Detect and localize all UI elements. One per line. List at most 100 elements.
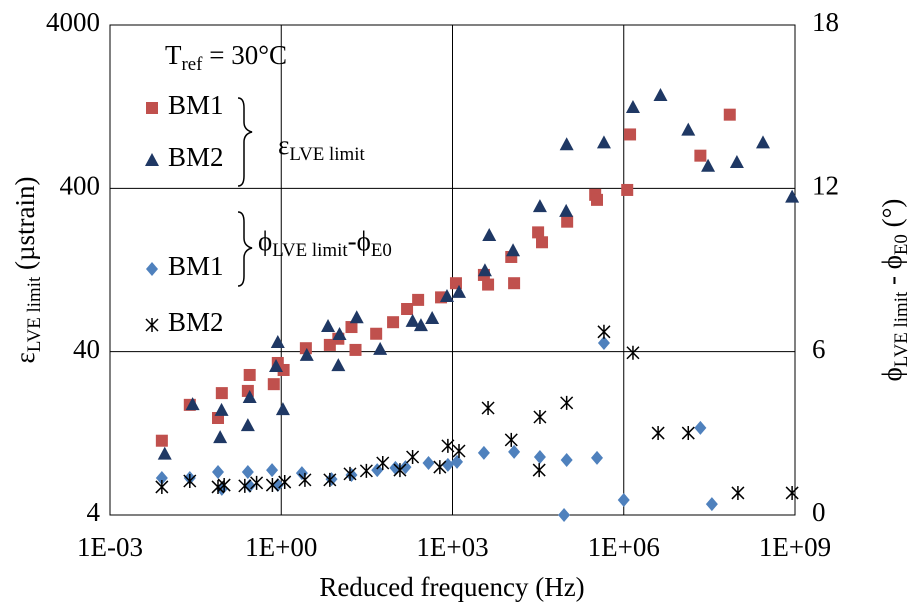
x-axis-label: Reduced frequency (Hz) <box>319 572 584 602</box>
point <box>508 277 521 290</box>
point <box>441 438 455 453</box>
label-part: -ϕ <box>348 226 371 256</box>
point <box>345 321 358 334</box>
label-part: ref <box>182 54 204 75</box>
point <box>299 342 312 355</box>
point <box>413 318 428 332</box>
point <box>597 335 610 350</box>
legend-label: BM2 <box>168 307 224 337</box>
y2-tick-label: 0 <box>812 497 826 527</box>
y-axis-label: εLVE limit (µstrain) <box>10 176 45 363</box>
label-part: ϕ <box>258 226 272 256</box>
label-part: = 30°C <box>202 40 287 70</box>
y2-tick-label: 6 <box>812 334 826 364</box>
point <box>238 478 252 493</box>
point <box>681 122 696 136</box>
point <box>412 293 425 306</box>
point <box>321 319 336 333</box>
point <box>532 226 545 239</box>
point <box>701 158 716 172</box>
point <box>359 463 373 478</box>
point <box>376 456 390 471</box>
point <box>250 475 264 490</box>
point <box>653 88 668 102</box>
point <box>422 456 435 471</box>
point <box>597 324 611 339</box>
point <box>477 263 492 277</box>
point <box>393 463 407 478</box>
point <box>785 485 799 500</box>
label-part: ε <box>10 352 40 363</box>
y-tick-label: 4 <box>87 497 101 527</box>
point <box>215 387 228 400</box>
label-part: T <box>165 40 182 70</box>
point <box>243 368 256 381</box>
point <box>213 430 228 444</box>
point <box>242 390 257 404</box>
point <box>694 420 707 435</box>
y-tick-label: 400 <box>60 171 101 201</box>
point <box>425 310 440 324</box>
point <box>452 284 467 298</box>
legend-marker <box>145 318 159 332</box>
point <box>185 397 200 411</box>
legend-marker <box>146 102 158 114</box>
point <box>506 243 521 257</box>
point <box>373 341 388 355</box>
point <box>157 446 172 460</box>
legend-brace <box>237 211 253 287</box>
point <box>401 302 414 315</box>
point <box>508 444 521 459</box>
point <box>561 215 574 228</box>
point <box>267 378 280 391</box>
point <box>298 472 312 487</box>
point <box>626 345 640 360</box>
point <box>331 358 346 372</box>
point <box>433 460 447 475</box>
legend-marker <box>146 262 158 276</box>
point <box>536 236 549 249</box>
point <box>406 450 420 465</box>
point <box>785 189 800 203</box>
point <box>617 493 630 508</box>
point <box>681 426 695 441</box>
point <box>559 203 574 217</box>
point <box>705 497 718 512</box>
y2-axis-label: ϕLVE limit - ϕE0 (°) <box>877 199 912 382</box>
label-part: E0 <box>891 234 912 255</box>
point <box>731 485 745 500</box>
point <box>266 463 279 478</box>
point <box>723 108 736 121</box>
point <box>729 154 744 168</box>
point <box>482 278 495 291</box>
reference-label: Tref = 30°C <box>165 40 287 75</box>
point <box>387 316 400 329</box>
label-part: LVE limit <box>891 291 912 367</box>
label-part: LVE limit <box>289 144 365 165</box>
point <box>452 444 466 459</box>
point <box>278 475 292 490</box>
point <box>270 335 285 349</box>
point <box>155 434 168 447</box>
y-tick-label: 4000 <box>46 7 100 37</box>
point <box>212 464 225 479</box>
point <box>183 473 197 488</box>
point <box>621 183 634 196</box>
point <box>217 478 231 493</box>
point <box>275 402 290 416</box>
point <box>323 472 337 487</box>
point <box>265 478 279 493</box>
point <box>299 347 314 361</box>
legend-label: BM2 <box>168 142 224 172</box>
point <box>349 343 362 356</box>
x-tick-label: 1E-03 <box>77 532 143 562</box>
legend-brace <box>237 97 253 187</box>
point <box>624 128 637 141</box>
point <box>560 453 573 468</box>
point <box>482 228 497 242</box>
point <box>591 193 604 206</box>
point <box>505 250 518 263</box>
point <box>269 358 284 372</box>
label-part: LVE limit <box>272 240 348 261</box>
